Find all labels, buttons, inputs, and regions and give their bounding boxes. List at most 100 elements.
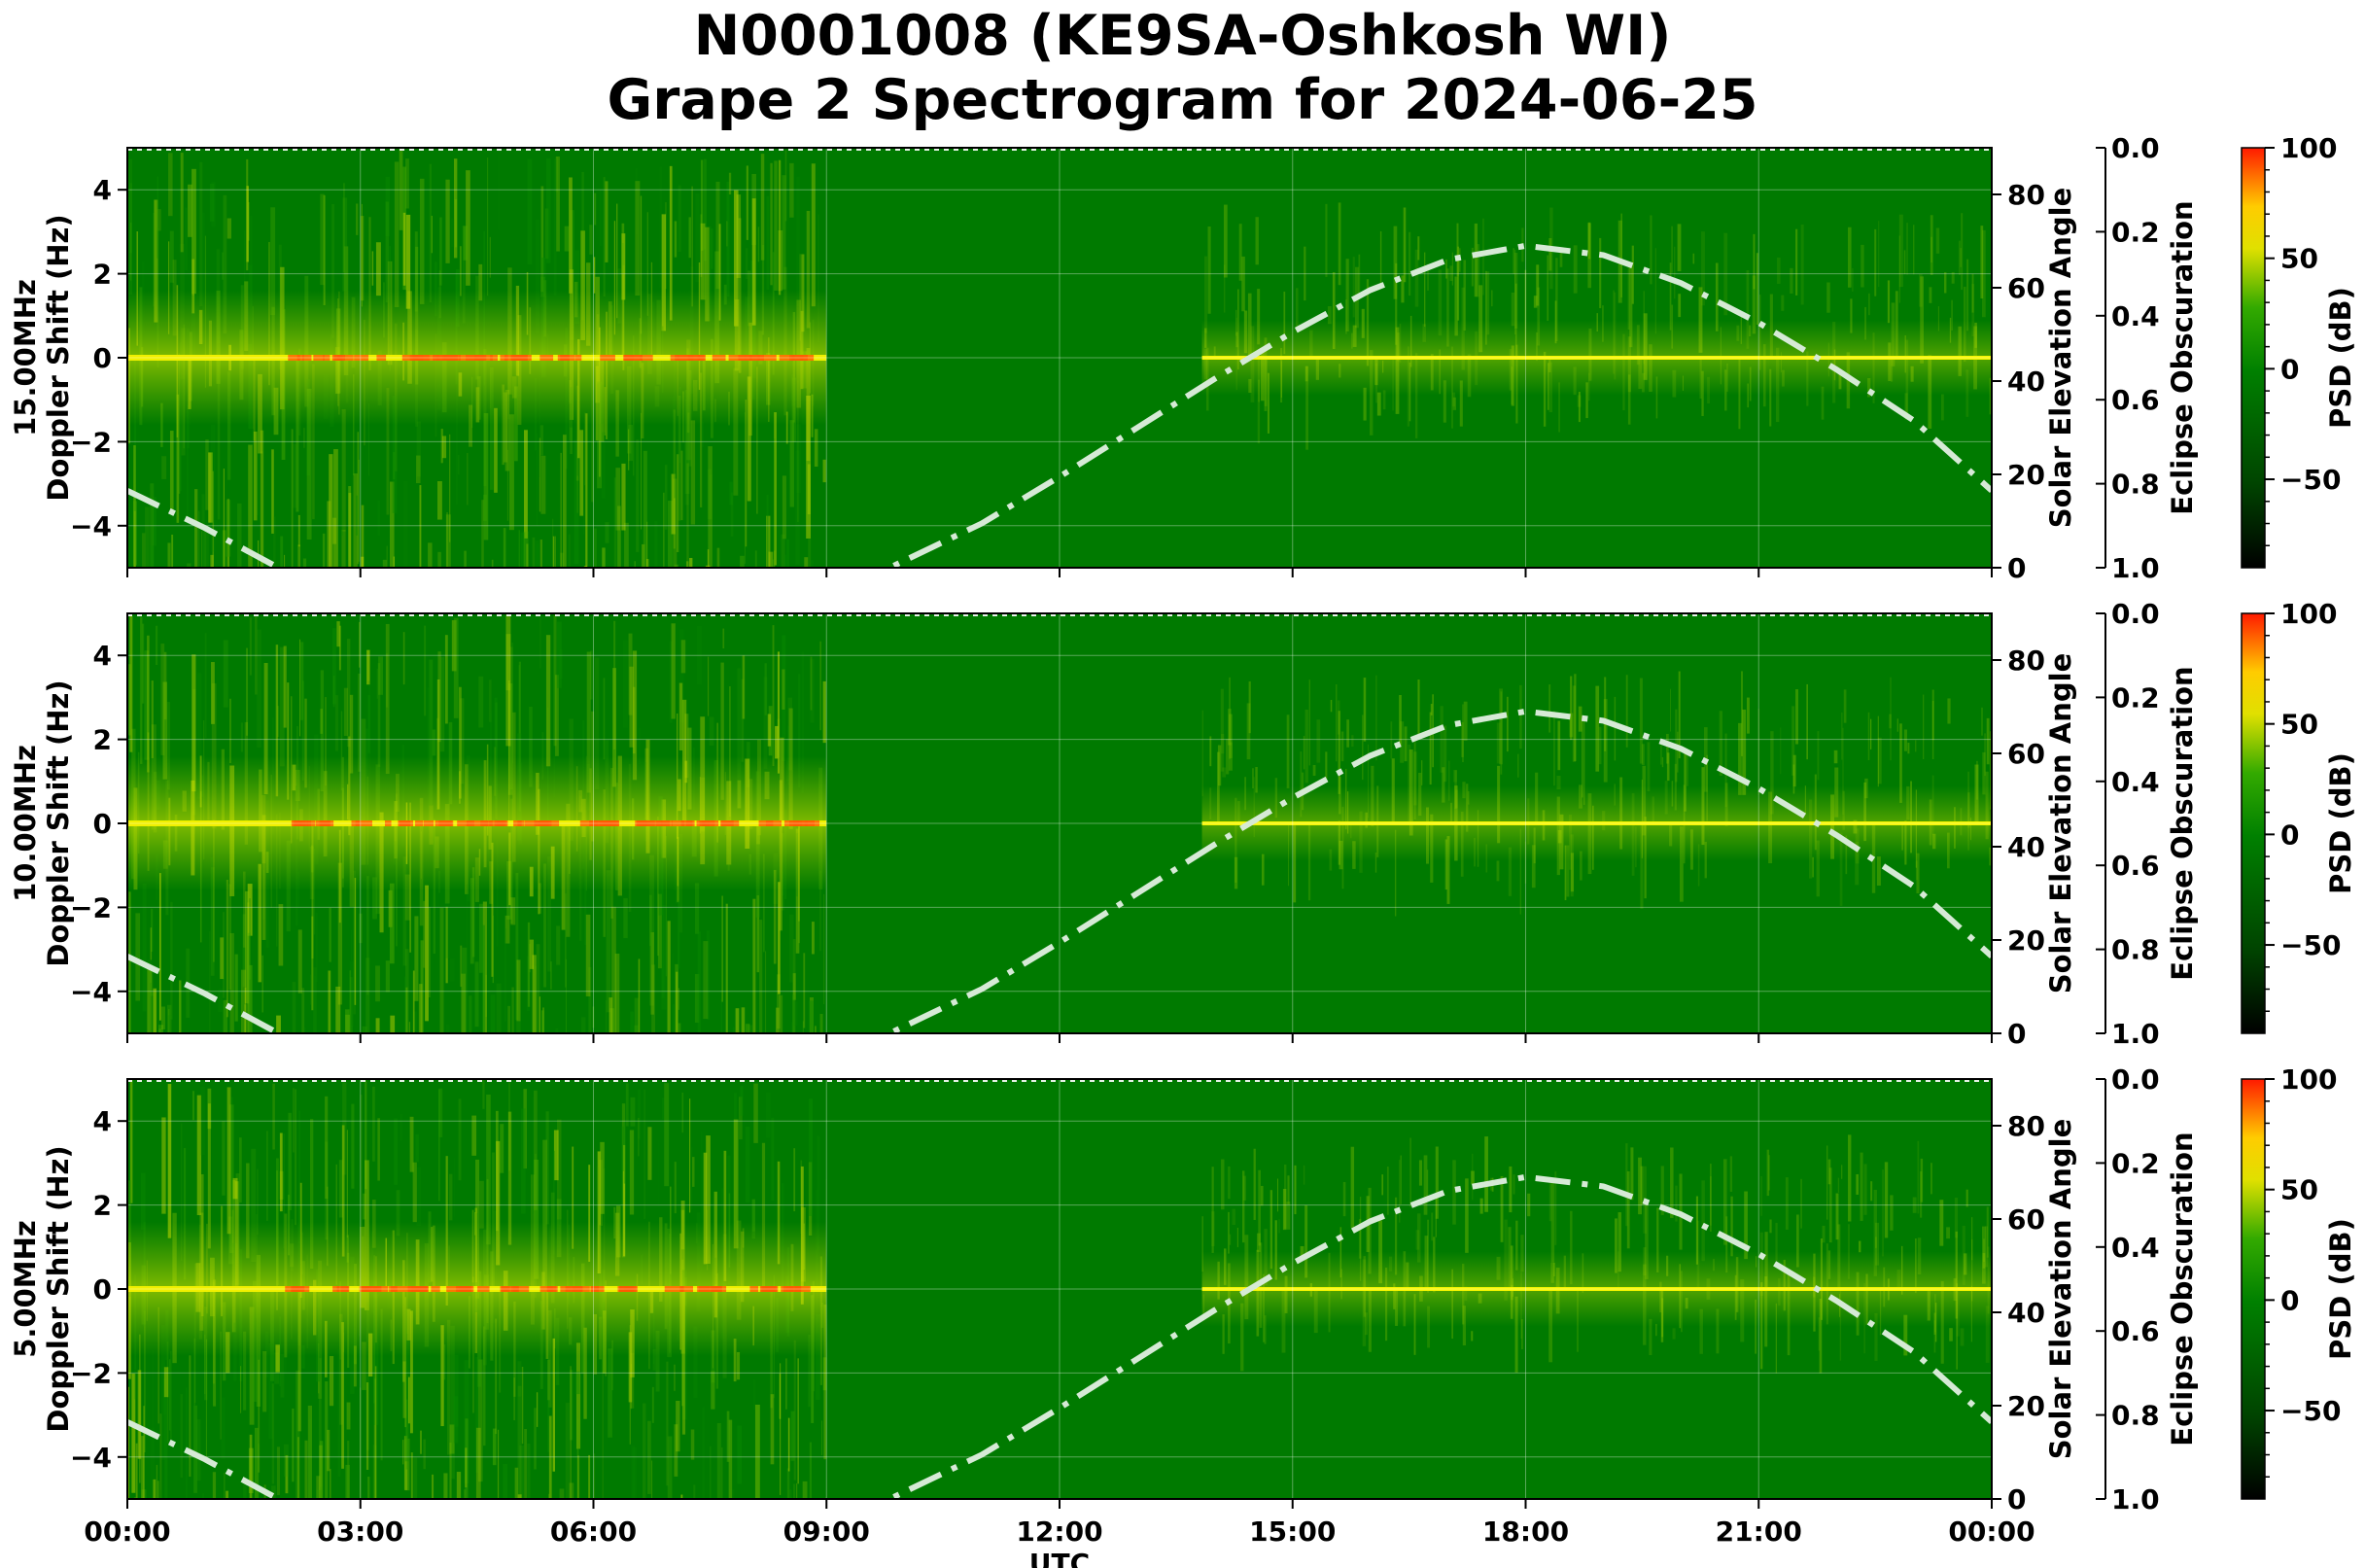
noise-streak <box>1400 721 1405 763</box>
noise-streak <box>346 1402 351 1430</box>
carrier-peak <box>504 355 522 361</box>
noise-streak <box>478 676 484 728</box>
noise-streak <box>207 1088 212 1130</box>
noise-streak <box>226 500 231 557</box>
noise-streak <box>141 623 145 704</box>
noise-streak <box>1903 729 1907 751</box>
noise-streak <box>197 510 200 568</box>
noise-streak <box>729 685 731 818</box>
noise-streak <box>372 1086 375 1162</box>
noise-streak <box>258 863 261 983</box>
carrier-peak <box>501 1286 510 1292</box>
noise-streak <box>765 1092 771 1138</box>
noise-streak <box>301 1344 305 1369</box>
noise-streak <box>453 158 458 259</box>
noise-streak <box>488 679 492 722</box>
noise-streak <box>1958 240 1962 275</box>
noise-streak <box>166 702 170 790</box>
noise-streak <box>1899 723 1902 803</box>
noise-streak <box>189 1355 191 1478</box>
noise-streak <box>464 550 467 568</box>
noise-streak <box>1775 1303 1777 1374</box>
noise-streak <box>1363 678 1367 742</box>
noise-streak <box>453 1158 456 1217</box>
noise-streak <box>661 904 667 1010</box>
noise-streak <box>811 1295 815 1423</box>
noise-streak <box>1308 679 1311 766</box>
noise-streak <box>345 1014 350 1033</box>
noise-streak <box>1660 745 1662 765</box>
noise-streak <box>823 1305 828 1460</box>
obscuration-tick-label: 1.0 <box>2111 552 2160 584</box>
noise-streak <box>1835 1193 1839 1240</box>
noise-streak <box>716 1422 721 1499</box>
noise-streak <box>1876 856 1881 887</box>
noise-streak <box>361 505 365 568</box>
noise-streak <box>193 1405 197 1493</box>
noise-streak <box>464 1360 470 1484</box>
noise-streak <box>1812 856 1814 878</box>
carrier-peak <box>480 820 489 826</box>
noise-streak <box>632 650 638 781</box>
noise-streak <box>822 680 826 744</box>
noise-streak <box>733 1119 739 1249</box>
noise-streak <box>1792 764 1795 794</box>
carrier-peak <box>431 1286 440 1292</box>
noise-streak <box>154 199 158 323</box>
noise-streak <box>1752 275 1756 334</box>
noise-streak <box>358 459 360 562</box>
noise-streak <box>555 157 559 192</box>
noise-streak <box>672 953 674 1033</box>
carrier-peak <box>704 1286 721 1292</box>
noise-streak <box>1710 1164 1712 1232</box>
noise-streak <box>1471 1331 1474 1342</box>
noise-streak <box>776 1007 780 1033</box>
noise-streak <box>1394 1197 1398 1275</box>
noise-streak <box>188 184 192 237</box>
noise-streak <box>689 557 693 568</box>
noise-streak <box>402 166 406 291</box>
noise-streak <box>1641 744 1645 766</box>
noise-streak <box>191 1091 194 1121</box>
noise-streak <box>1585 382 1588 419</box>
noise-streak <box>700 214 703 277</box>
noise-streak <box>1570 676 1573 741</box>
noise-streak <box>580 1017 586 1033</box>
noise-streak <box>1826 282 1830 313</box>
noise-streak <box>404 874 410 921</box>
carrier-peak <box>412 355 430 361</box>
noise-streak <box>793 1148 796 1212</box>
noise-streak <box>1484 1136 1488 1212</box>
noise-streak <box>226 371 231 480</box>
noise-streak <box>737 668 742 781</box>
noise-streak <box>320 709 323 734</box>
y-tick-label: 2 <box>93 724 112 756</box>
noise-streak <box>1821 386 1825 420</box>
noise-streak <box>1345 259 1349 331</box>
noise-streak <box>360 1387 362 1498</box>
carrier-peak <box>412 1286 420 1292</box>
noise-streak <box>1716 1308 1720 1354</box>
noise-streak <box>511 643 514 764</box>
noise-streak <box>158 1028 162 1033</box>
carrier-peak <box>525 820 539 826</box>
noise-streak <box>684 714 689 779</box>
noise-streak <box>378 656 383 695</box>
y-tick-label: 2 <box>93 259 112 291</box>
noise-streak <box>163 1367 169 1398</box>
noise-streak <box>1201 710 1203 797</box>
noise-streak <box>1730 1196 1733 1257</box>
noise-streak <box>498 150 501 230</box>
noise-streak <box>1981 707 1983 736</box>
noise-streak <box>1403 207 1407 283</box>
noise-streak <box>539 425 544 456</box>
noise-streak <box>1791 706 1795 776</box>
noise-streak <box>440 1325 444 1427</box>
noise-streak <box>1939 1200 1944 1246</box>
noise-streak <box>299 639 301 737</box>
noise-streak <box>141 1436 145 1499</box>
noise-streak <box>1236 1227 1238 1247</box>
noise-streak <box>514 1467 519 1499</box>
carrier-peak <box>638 820 655 826</box>
noise-streak <box>1817 731 1820 781</box>
